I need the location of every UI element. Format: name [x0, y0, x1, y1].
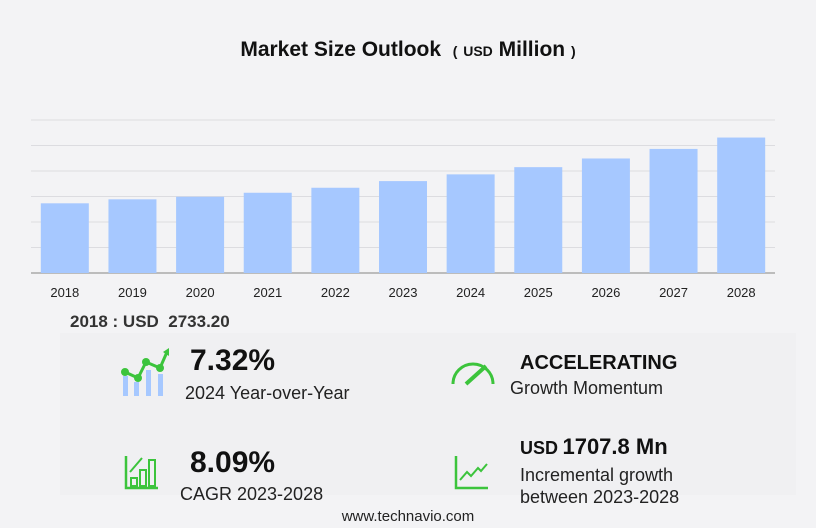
x-tick-label: 2028 — [727, 285, 756, 300]
bar-2023 — [379, 181, 427, 273]
title-unit-word: Million — [498, 38, 566, 61]
incremental-prefix: USD — [520, 438, 559, 458]
x-tick-label: 2021 — [253, 285, 282, 300]
title-paren-close: ) — [570, 43, 576, 59]
x-tick-label: 2024 — [456, 285, 485, 300]
bar-2024 — [446, 174, 495, 273]
title-paren: ( — [452, 43, 458, 59]
bar-2020 — [176, 196, 225, 273]
x-tick-label: 2026 — [591, 285, 620, 300]
x-tick-label: 2019 — [118, 285, 147, 300]
bar-chart: 2018 2019 2020 2021 2022 2023 2024 2025 2026 2027… — [31, 119, 775, 300]
cagr-label: CAGR 2023-2028 — [180, 484, 324, 504]
line-growth-icon — [454, 456, 488, 490]
x-tick-label: 2020 — [186, 285, 215, 300]
yoy-label: 2024 Year-over-Year — [185, 383, 350, 403]
bar-2025 — [514, 167, 563, 273]
bar-growth-icon — [124, 456, 158, 490]
bar-2021 — [243, 192, 292, 273]
speedometer-icon — [451, 362, 495, 386]
yoy-value: 7.32% — [190, 344, 276, 377]
x-tick-label: 2025 — [524, 285, 553, 300]
growth-chart-icon — [121, 348, 169, 396]
cagr-value: 8.09% — [190, 446, 276, 479]
incremental-label-1: Incremental growth — [520, 465, 674, 485]
base-year-value: 2018 : USD 2733.20 — [70, 312, 230, 331]
x-tick-label: 2022 — [321, 285, 350, 300]
x-tick-label: 2023 — [389, 285, 418, 300]
incremental-amount: 1707.8 Mn — [562, 434, 668, 459]
bar-2026 — [581, 158, 630, 273]
kpi-panel — [60, 333, 796, 495]
chart-title: Market Size Outlook ( USD Million ) — [0, 38, 816, 62]
bar-2018 — [40, 203, 89, 273]
footer-url[interactable]: www.technavio.com — [341, 508, 475, 525]
momentum-value: ACCELERATING — [520, 352, 678, 374]
bar-2022 — [311, 187, 360, 273]
title-unit: USD — [463, 43, 493, 59]
x-tick-label: 2018 — [50, 285, 79, 300]
incremental-value: USD 1707.8 Mn — [520, 434, 668, 460]
bar-2027 — [649, 148, 698, 273]
bar-2028 — [717, 137, 766, 273]
x-tick-label: 2027 — [659, 285, 688, 300]
bar-2019 — [108, 199, 157, 273]
title-text: Market Size Outlook — [240, 38, 442, 61]
momentum-label: Growth Momentum — [510, 378, 664, 398]
incremental-label-2: between 2023-2028 — [520, 487, 680, 507]
